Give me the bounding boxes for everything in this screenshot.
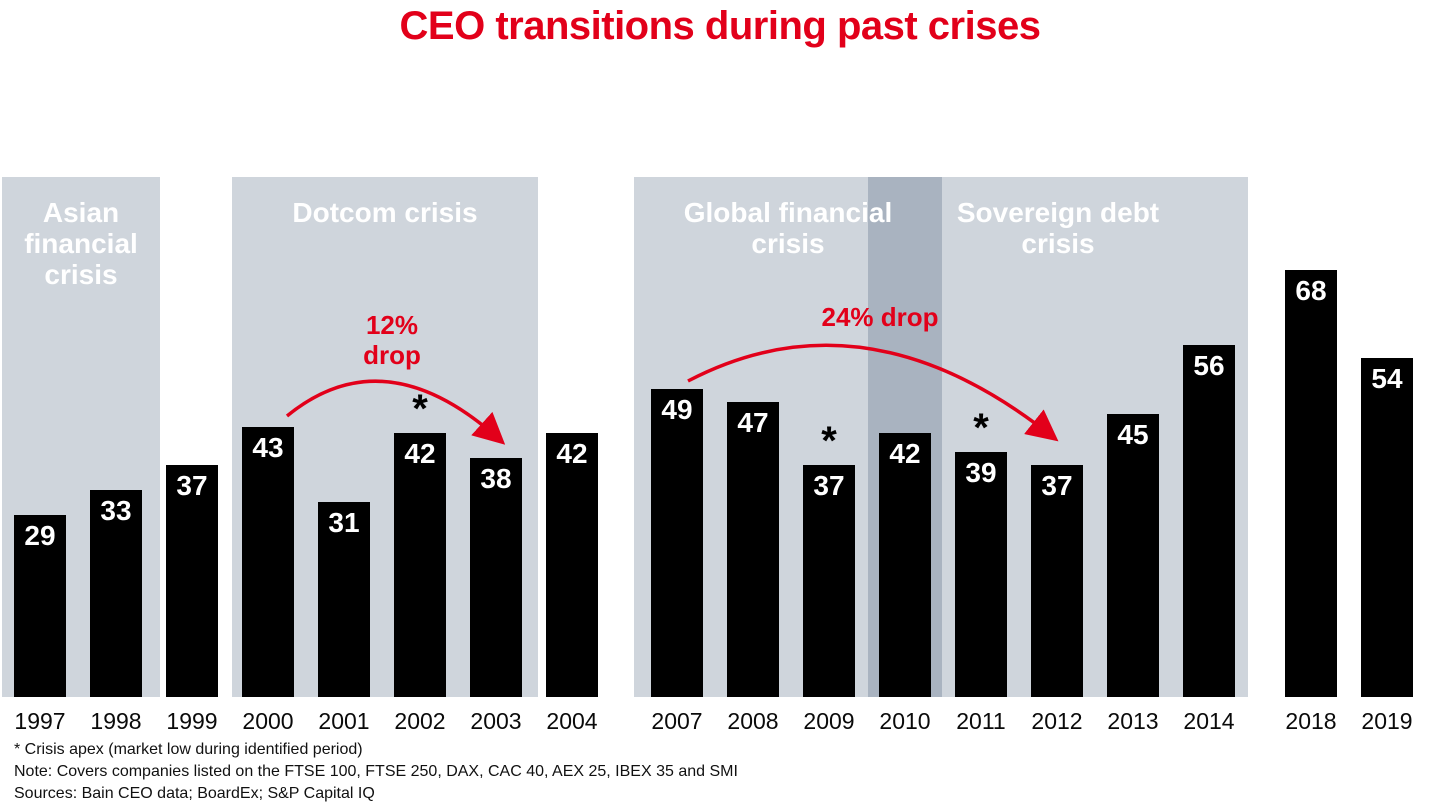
- year-label-2008: 2008: [727, 708, 779, 734]
- bar-2008: [727, 402, 779, 697]
- bar-2013: [1107, 414, 1159, 697]
- bar-value-2011: 39: [965, 457, 997, 488]
- year-label-2011: 2011: [956, 708, 1006, 734]
- year-label-2019: 2019: [1361, 708, 1413, 734]
- year-label-2007: 2007: [651, 708, 703, 734]
- bar-value-1997: 29: [24, 520, 56, 551]
- apex-asterisk-2002: *: [412, 387, 428, 431]
- bar-2010: [879, 433, 931, 697]
- footnote-coverage: Note: Covers companies listed on the FTS…: [14, 763, 738, 780]
- bar-value-2004: 42: [556, 438, 588, 469]
- bar-2003: [470, 458, 522, 697]
- band-label-dotcom-crisis: Dotcom crisis: [292, 197, 478, 228]
- bar-value-2002: 42: [404, 438, 436, 469]
- year-label-2004: 2004: [546, 708, 598, 734]
- drop-annotation-1: 12% drop: [363, 310, 421, 370]
- year-label-2014: 2014: [1183, 708, 1235, 734]
- bar-2012: [1031, 465, 1083, 697]
- bar-value-2010: 42: [889, 438, 921, 469]
- bar-value-2008: 47: [737, 407, 769, 438]
- bar-2007: [651, 389, 703, 697]
- footnote-sources: Sources: Bain CEO data; BoardEx; S&P Cap…: [14, 785, 375, 802]
- year-label-1999: 1999: [166, 708, 218, 734]
- bar-2019: [1361, 358, 1413, 697]
- bar-2011: [955, 452, 1007, 697]
- bar-1999: [166, 465, 218, 697]
- bar-2009: [803, 465, 855, 697]
- year-label-2010: 2010: [879, 708, 931, 734]
- bar-value-2009: 37: [813, 470, 845, 501]
- year-label-1997: 1997: [14, 708, 66, 734]
- apex-asterisk-2011: *: [973, 406, 989, 450]
- drop-annotation-2: 24% drop: [821, 302, 939, 332]
- bar-value-2018: 68: [1295, 275, 1327, 306]
- year-label-2001: 2001: [318, 708, 370, 734]
- bar-1998: [90, 490, 142, 697]
- bar-value-2000: 43: [252, 432, 284, 463]
- band-label-global-financial-crisis: Global financial crisis: [683, 197, 893, 259]
- bar-2001: [318, 502, 370, 697]
- bar-value-2013: 45: [1117, 419, 1149, 450]
- bar-2004: [546, 433, 598, 697]
- bar-value-1998: 33: [100, 495, 132, 526]
- footnotes: * Crisis apex (market low during identif…: [14, 739, 738, 805]
- apex-asterisk-2009: *: [821, 419, 837, 463]
- bar-value-1999: 37: [176, 470, 208, 501]
- bar-value-2003: 38: [480, 463, 512, 494]
- bar-value-2007: 49: [661, 394, 693, 425]
- year-label-2013: 2013: [1107, 708, 1159, 734]
- bar-2018: [1285, 270, 1337, 697]
- year-label-2012: 2012: [1031, 708, 1083, 734]
- bar-value-2019: 54: [1371, 363, 1403, 394]
- band-label-sovereign-debt-crisis: Sovereign debt crisis: [956, 197, 1160, 259]
- year-label-2018: 2018: [1285, 708, 1337, 734]
- bar-value-2012: 37: [1041, 470, 1073, 501]
- bar-2000: [242, 427, 294, 697]
- bar-value-2014: 56: [1193, 350, 1225, 381]
- year-label-2009: 2009: [803, 708, 855, 734]
- year-label-2000: 2000: [242, 708, 294, 734]
- chart-title: CEO transitions during past crises: [399, 4, 1041, 48]
- bar-1997: [14, 515, 66, 697]
- band-label-asian-financial-crisis: Asian financial crisis: [24, 197, 138, 290]
- year-label-2002: 2002: [394, 708, 446, 734]
- footnote-apex: * Crisis apex (market low during identif…: [14, 741, 363, 758]
- bar-value-2001: 31: [328, 507, 360, 538]
- bar-2002: [394, 433, 446, 697]
- bar-2014: [1183, 345, 1235, 697]
- year-label-1998: 1998: [90, 708, 142, 734]
- year-label-2003: 2003: [470, 708, 522, 734]
